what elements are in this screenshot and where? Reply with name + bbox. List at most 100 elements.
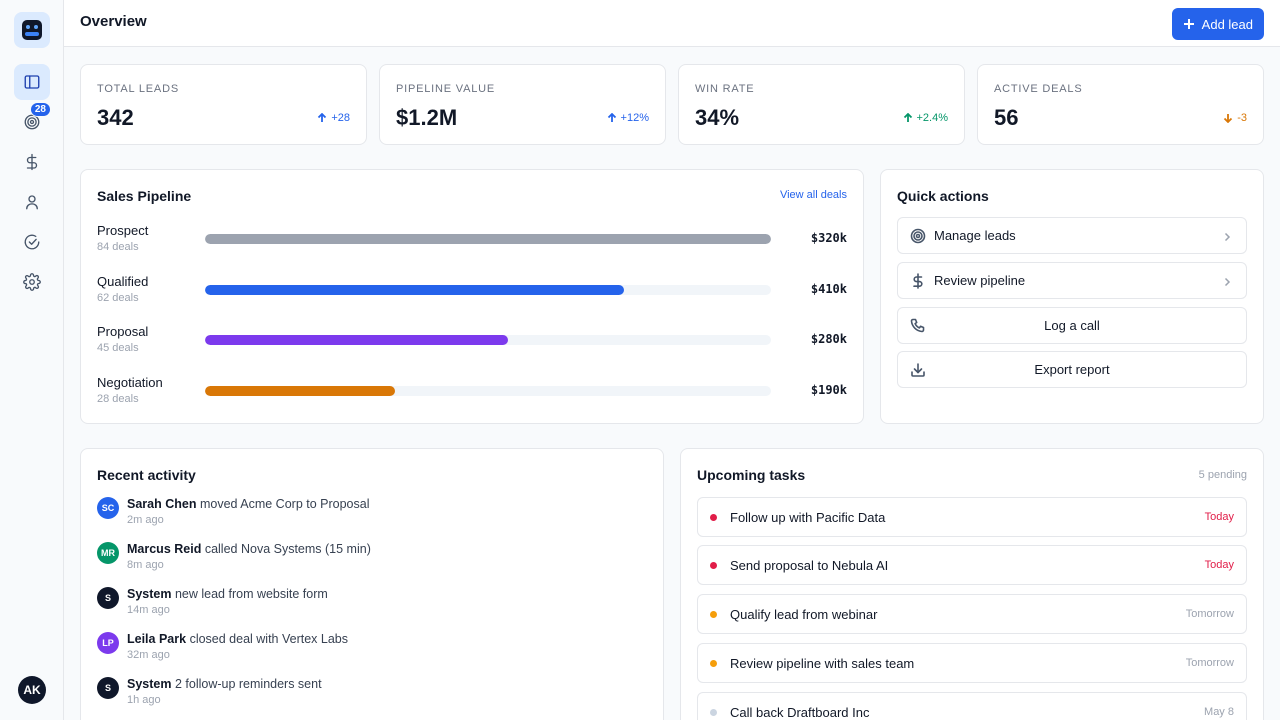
- nav-contacts[interactable]: [14, 184, 50, 220]
- task-item[interactable]: Send proposal to Nebula AI Today: [697, 545, 1247, 585]
- stat-delta-value: -3: [1237, 112, 1247, 124]
- app-logo[interactable]: [14, 12, 50, 48]
- phone-icon: [910, 318, 926, 334]
- priority-dot: [710, 562, 717, 569]
- review-pipeline-button[interactable]: Review pipeline: [897, 262, 1247, 299]
- manage-leads-button[interactable]: Manage leads: [897, 217, 1247, 254]
- view-all-deals-link[interactable]: View all deals: [779, 189, 847, 201]
- activity-actor: System: [127, 587, 172, 601]
- task-item[interactable]: Qualify lead from webinar Tomorrow: [697, 594, 1247, 634]
- nav-overview[interactable]: [14, 64, 50, 100]
- arrow-down-icon: [1224, 114, 1233, 123]
- stat-card-pipeline-value: PIPELINE VALUE $1.2M +12%: [379, 64, 666, 145]
- arrow-up-icon: [903, 113, 912, 122]
- stat-value: 342: [97, 105, 134, 130]
- avatar: SC: [97, 497, 119, 519]
- activity-description: moved Acme Corp to Proposal: [199, 497, 370, 511]
- stage-bar-fill: [205, 335, 508, 345]
- pipeline-stage-qualified[interactable]: Qualified 62 deals $410k: [97, 274, 847, 308]
- stat-delta: +12%: [607, 112, 649, 124]
- action-label: Review pipeline: [934, 273, 1026, 288]
- task-due: Tomorrow: [1185, 657, 1234, 669]
- dollar-icon: [26, 153, 38, 171]
- stat-card-total-leads: TOTAL LEADS 342 +28: [80, 64, 367, 145]
- stat-value: $1.2M: [396, 105, 458, 130]
- stat-label: PIPELINE VALUE: [396, 83, 496, 95]
- stage-bar-track: [205, 234, 771, 244]
- stat-label: WIN RATE: [695, 83, 755, 95]
- stage-amount: $280k: [810, 332, 847, 346]
- add-lead-label: Add lead: [1201, 16, 1253, 32]
- stat-label: TOTAL LEADS: [97, 83, 179, 95]
- chevron-right-icon: [1222, 230, 1232, 242]
- pipeline-stage-proposal[interactable]: Proposal 45 deals $280k: [97, 324, 847, 358]
- panel-icon: [24, 75, 40, 89]
- stat-card-win-rate: WIN RATE 34% +2.4%: [678, 64, 965, 145]
- avatar: MR: [97, 542, 119, 564]
- stat-card-active-deals: ACTIVE DEALS 56 -3: [977, 64, 1264, 145]
- user-icon: [26, 195, 38, 210]
- task-item[interactable]: Follow up with Pacific Data Today: [697, 497, 1247, 537]
- activity-description: closed deal with Vertex Labs: [189, 632, 348, 646]
- arrow-up-icon: [318, 113, 327, 122]
- stage-name: Prospect: [97, 223, 149, 238]
- export-report-button[interactable]: Export report: [897, 351, 1247, 388]
- stage-count: 84 deals: [97, 241, 139, 253]
- add-lead-button[interactable]: Add lead: [1171, 8, 1264, 40]
- task-due: Tomorrow: [1185, 608, 1234, 620]
- activity-item[interactable]: SC Sarah Chen moved Acme Corp to Proposa…: [97, 497, 647, 537]
- task-item[interactable]: Review pipeline with sales team Tomorrow: [697, 643, 1247, 683]
- activity-item[interactable]: S System 2 follow-up reminders sent 1h a…: [97, 677, 647, 717]
- activity-item[interactable]: MR Marcus Reid called Nova Systems (15 m…: [97, 542, 647, 582]
- stat-value: 56: [994, 105, 1019, 130]
- nav-deals[interactable]: [14, 144, 50, 180]
- stat-delta-value: +12%: [620, 112, 649, 124]
- task-label: Send proposal to Nebula AI: [730, 558, 889, 573]
- activity-item[interactable]: S System new lead from website form 14m …: [97, 587, 647, 627]
- gear-icon: [23, 273, 41, 291]
- stat-delta: -3: [1223, 112, 1247, 124]
- recent-activity-card: Recent activity SC Sarah Chen moved Acme…: [80, 448, 664, 720]
- nav-leads[interactable]: 28: [14, 102, 51, 140]
- stat-delta: +2.4%: [903, 112, 949, 124]
- pipeline-stage-prospect[interactable]: Prospect 84 deals $320k: [97, 223, 847, 257]
- avatar: S: [97, 587, 119, 609]
- activity-text: System new lead from website form: [127, 587, 328, 601]
- task-label: Call back Draftboard Inc: [730, 705, 870, 720]
- stage-amount: $190k: [810, 383, 847, 397]
- pipeline-stage-negotiation[interactable]: Negotiation 28 deals $190k: [97, 375, 847, 409]
- stage-name: Qualified: [97, 274, 149, 289]
- priority-dot: [710, 660, 717, 667]
- sidebar: 28 AK: [0, 0, 64, 720]
- activity-item[interactable]: LP Leila Park closed deal with Vertex La…: [97, 632, 647, 672]
- pending-count: 5 pending: [1198, 469, 1247, 481]
- stat-delta-value: +28: [331, 112, 350, 124]
- sales-pipeline-card: Sales Pipeline View all deals Prospect 8…: [80, 169, 864, 424]
- quick-actions-card: Quick actions Manage leads Review pipeli…: [880, 169, 1264, 424]
- user-avatar[interactable]: AK: [18, 676, 46, 704]
- action-label: Log a call: [1044, 318, 1100, 333]
- download-icon: [910, 362, 926, 378]
- task-due: Today: [1204, 511, 1234, 523]
- activity-description: called Nova Systems (15 min): [204, 542, 371, 556]
- check-circle-icon: [24, 234, 40, 250]
- top-header: Overview Add lead: [64, 0, 1280, 47]
- stat-label: ACTIVE DEALS: [994, 83, 1083, 95]
- activity-time: 32m ago: [127, 649, 170, 661]
- card-title: Sales Pipeline: [97, 188, 192, 204]
- nav-tasks[interactable]: [14, 224, 50, 260]
- stat-delta-value: +2.4%: [916, 112, 949, 124]
- stat-value: 34%: [695, 105, 740, 130]
- stage-count: 45 deals: [97, 342, 139, 354]
- priority-dot: [710, 709, 717, 716]
- task-label: Qualify lead from webinar: [730, 607, 878, 622]
- activity-text: Leila Park closed deal with Vertex Labs: [127, 632, 348, 646]
- page-title: Overview: [80, 13, 147, 30]
- task-item[interactable]: Call back Draftboard Inc May 8: [697, 692, 1247, 720]
- stage-name: Negotiation: [97, 375, 163, 390]
- nav-settings[interactable]: [14, 264, 50, 300]
- priority-dot: [710, 514, 717, 521]
- activity-actor: System: [127, 677, 172, 691]
- log-call-button[interactable]: Log a call: [897, 307, 1247, 344]
- activity-description: new lead from website form: [174, 587, 328, 601]
